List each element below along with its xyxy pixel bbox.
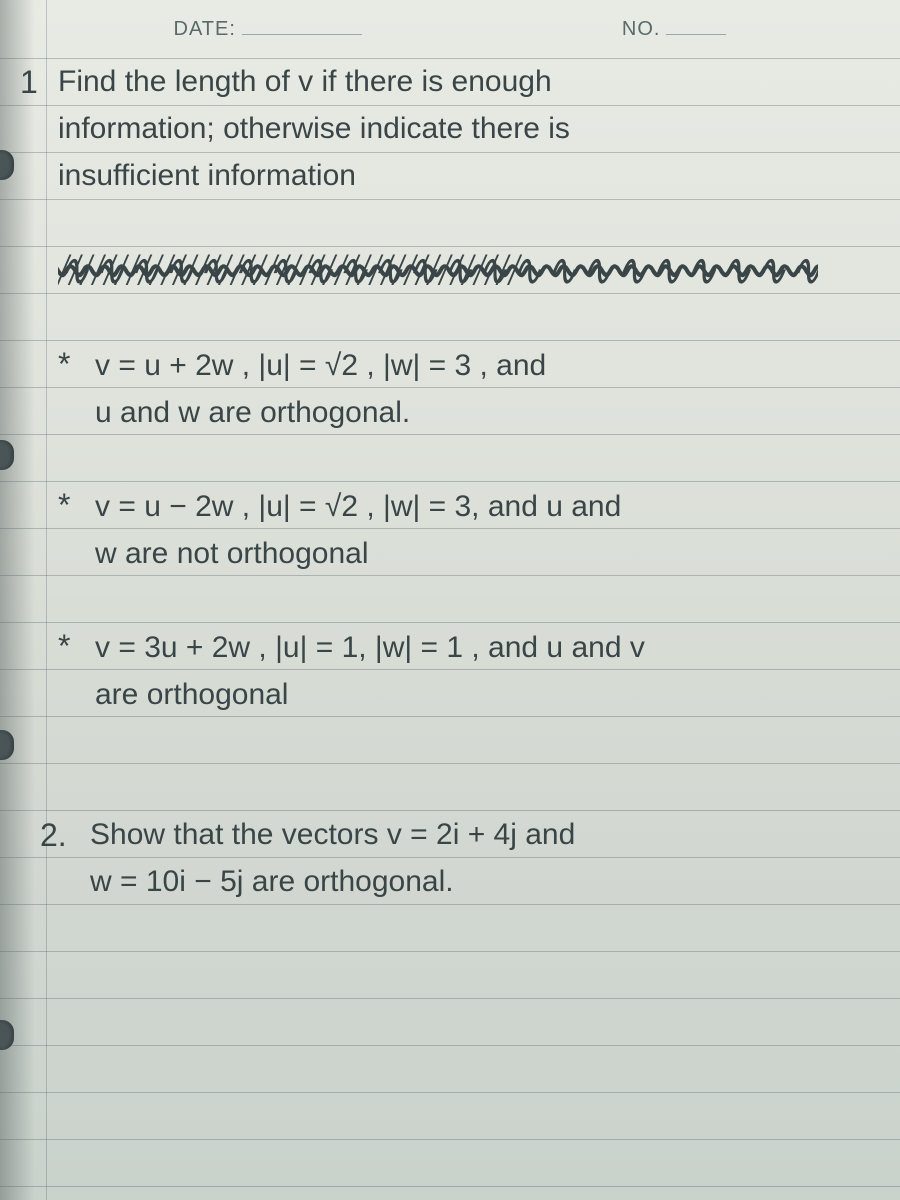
bullet-a: * <box>58 346 70 383</box>
no-label: NO. <box>622 18 727 41</box>
p2-line1: Show that the vectors v = 2i + 4j and <box>90 815 575 854</box>
page-header: DATE: NO. <box>0 18 900 41</box>
p1-line1: Find the length of v if there is enough <box>58 62 552 101</box>
pc-line2: are orthogonal <box>95 675 288 714</box>
pa-line1: v = u + 2w , |u| = √2 , |w| = 3 , and <box>95 346 546 385</box>
bullet-b: * <box>58 487 70 524</box>
p1-line3: insufficient information <box>58 156 356 195</box>
pb-line1: v = u − 2w , |u| = √2 , |w| = 3, and u a… <box>95 487 621 526</box>
bullet-c: * <box>58 628 70 665</box>
notebook-paper: DATE: NO. 1 Find the length of v if ther… <box>0 0 900 1200</box>
pc-line1: v = 3u + 2w , |u| = 1, |w| = 1 , and u a… <box>95 628 645 667</box>
p2-line2: w = 10i − 5j are orthogonal. <box>90 862 454 901</box>
crossed-out-overlay: //////////////////////////////////////// <box>58 244 818 297</box>
date-label: DATE: <box>174 18 362 41</box>
pb-line2: w are not orthogonal <box>95 534 369 573</box>
problem-number-2: 2. <box>40 815 67 857</box>
p1-line2: information; otherwise indicate there is <box>58 109 570 148</box>
problem-number-1: 1 <box>20 62 38 104</box>
margin-line <box>46 0 47 1200</box>
pa-line2: u and w are orthogonal. <box>95 393 410 432</box>
